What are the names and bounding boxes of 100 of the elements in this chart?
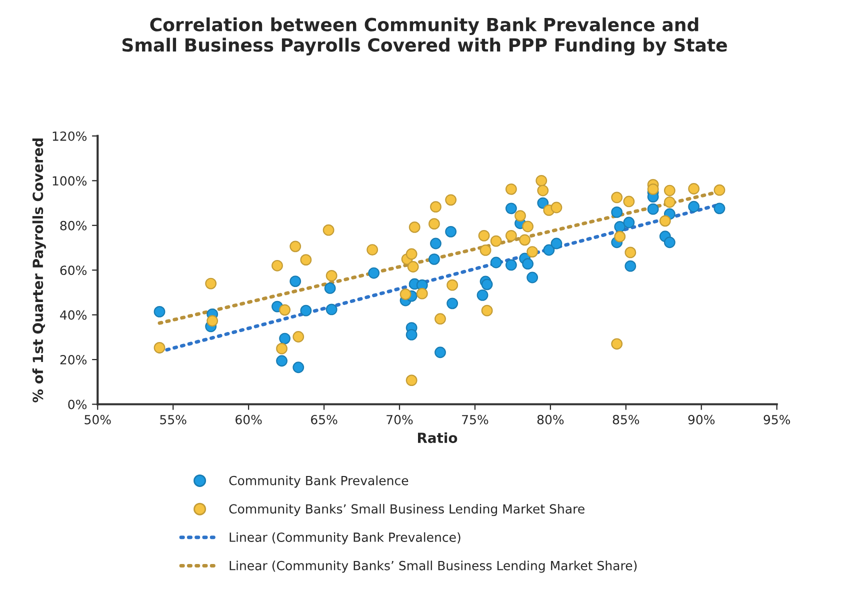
y-tick-label: 20% [60,355,87,364]
point [428,218,440,230]
point [205,278,217,290]
point [623,196,635,208]
x-tick-label: 70% [386,414,413,424]
x-tick-label: 60% [236,414,262,424]
point [446,279,458,291]
point [481,278,493,290]
point [514,210,526,222]
point [647,203,659,215]
x-tick-label: 55% [160,414,186,424]
y-tick-label: 40% [60,310,87,320]
point [322,224,334,236]
point [526,246,538,258]
x-tick-label: 75% [462,414,488,424]
point [300,254,312,266]
point [279,332,290,344]
point [326,304,338,316]
point [505,202,517,214]
point [664,236,676,248]
point [292,331,304,342]
point [688,183,700,194]
point [490,235,502,247]
point [624,246,636,258]
point [614,230,626,242]
chart-title: Correlation between Community Bank Prevalence and Small Business Payrolls Covered with PPP Funding by State [122,17,727,56]
y-tick-label: 80% [60,220,87,230]
point [543,244,555,256]
point [366,244,378,256]
point [276,342,288,354]
point [522,220,534,232]
y-tick-label: 60% [60,266,87,276]
point [206,315,218,327]
point [714,184,726,196]
legend-label: Community Banks’ Small Business Lending Market Share [229,504,584,516]
point [505,230,517,242]
point [400,288,412,300]
point [434,346,446,358]
point [623,216,635,228]
point [292,362,304,374]
point [550,238,562,250]
point [406,248,418,260]
point [406,329,418,340]
x-tick-label: 90% [688,414,715,424]
legend-label: Linear (Community Banks’ Small Business Lending Market Share) [230,560,637,573]
point [611,338,623,350]
x-tick-label: 85% [612,414,640,424]
point [406,374,418,386]
point [326,270,338,282]
point [276,355,288,367]
point [481,304,493,316]
y-tick-label: 0% [68,400,87,410]
point [416,288,428,300]
point [490,256,502,268]
point [290,276,302,287]
point [154,342,166,354]
legend-label: Linear (Community Bank Prevalence) [230,532,460,544]
point [664,184,676,196]
point [272,260,283,272]
point [154,306,166,318]
point [300,304,312,316]
point [614,221,626,232]
point [659,215,671,227]
point [434,313,446,325]
point [430,238,442,250]
x-tick-label: 80% [537,414,564,424]
point [505,259,517,271]
point [445,226,457,238]
legend-label: Community Bank Prevalence [229,476,408,488]
point [476,289,488,301]
point [324,282,336,294]
point [446,298,458,310]
point [445,194,457,206]
point [624,260,636,272]
y-tick-label: 120% [52,131,87,141]
point [536,174,548,186]
point [537,197,549,209]
x-tick-label: 65% [311,414,338,424]
point [428,253,440,265]
point [407,261,419,272]
point [478,230,490,242]
x-tick-label: 50% [84,414,111,424]
point [537,184,549,196]
point [688,200,700,212]
y-tick-label: 100% [52,176,87,186]
y-axis-title: % of 1st Quarter Payrolls Covered [32,138,46,402]
x-tick-label: 95% [764,414,790,424]
point [408,221,420,233]
point [647,183,659,195]
point [611,192,623,204]
point [611,206,623,218]
point [430,201,442,213]
point [522,258,534,270]
point [290,240,302,252]
point [505,183,517,195]
point [714,202,726,214]
point [550,202,562,214]
point [526,272,538,284]
point [519,234,530,246]
point [279,304,290,316]
